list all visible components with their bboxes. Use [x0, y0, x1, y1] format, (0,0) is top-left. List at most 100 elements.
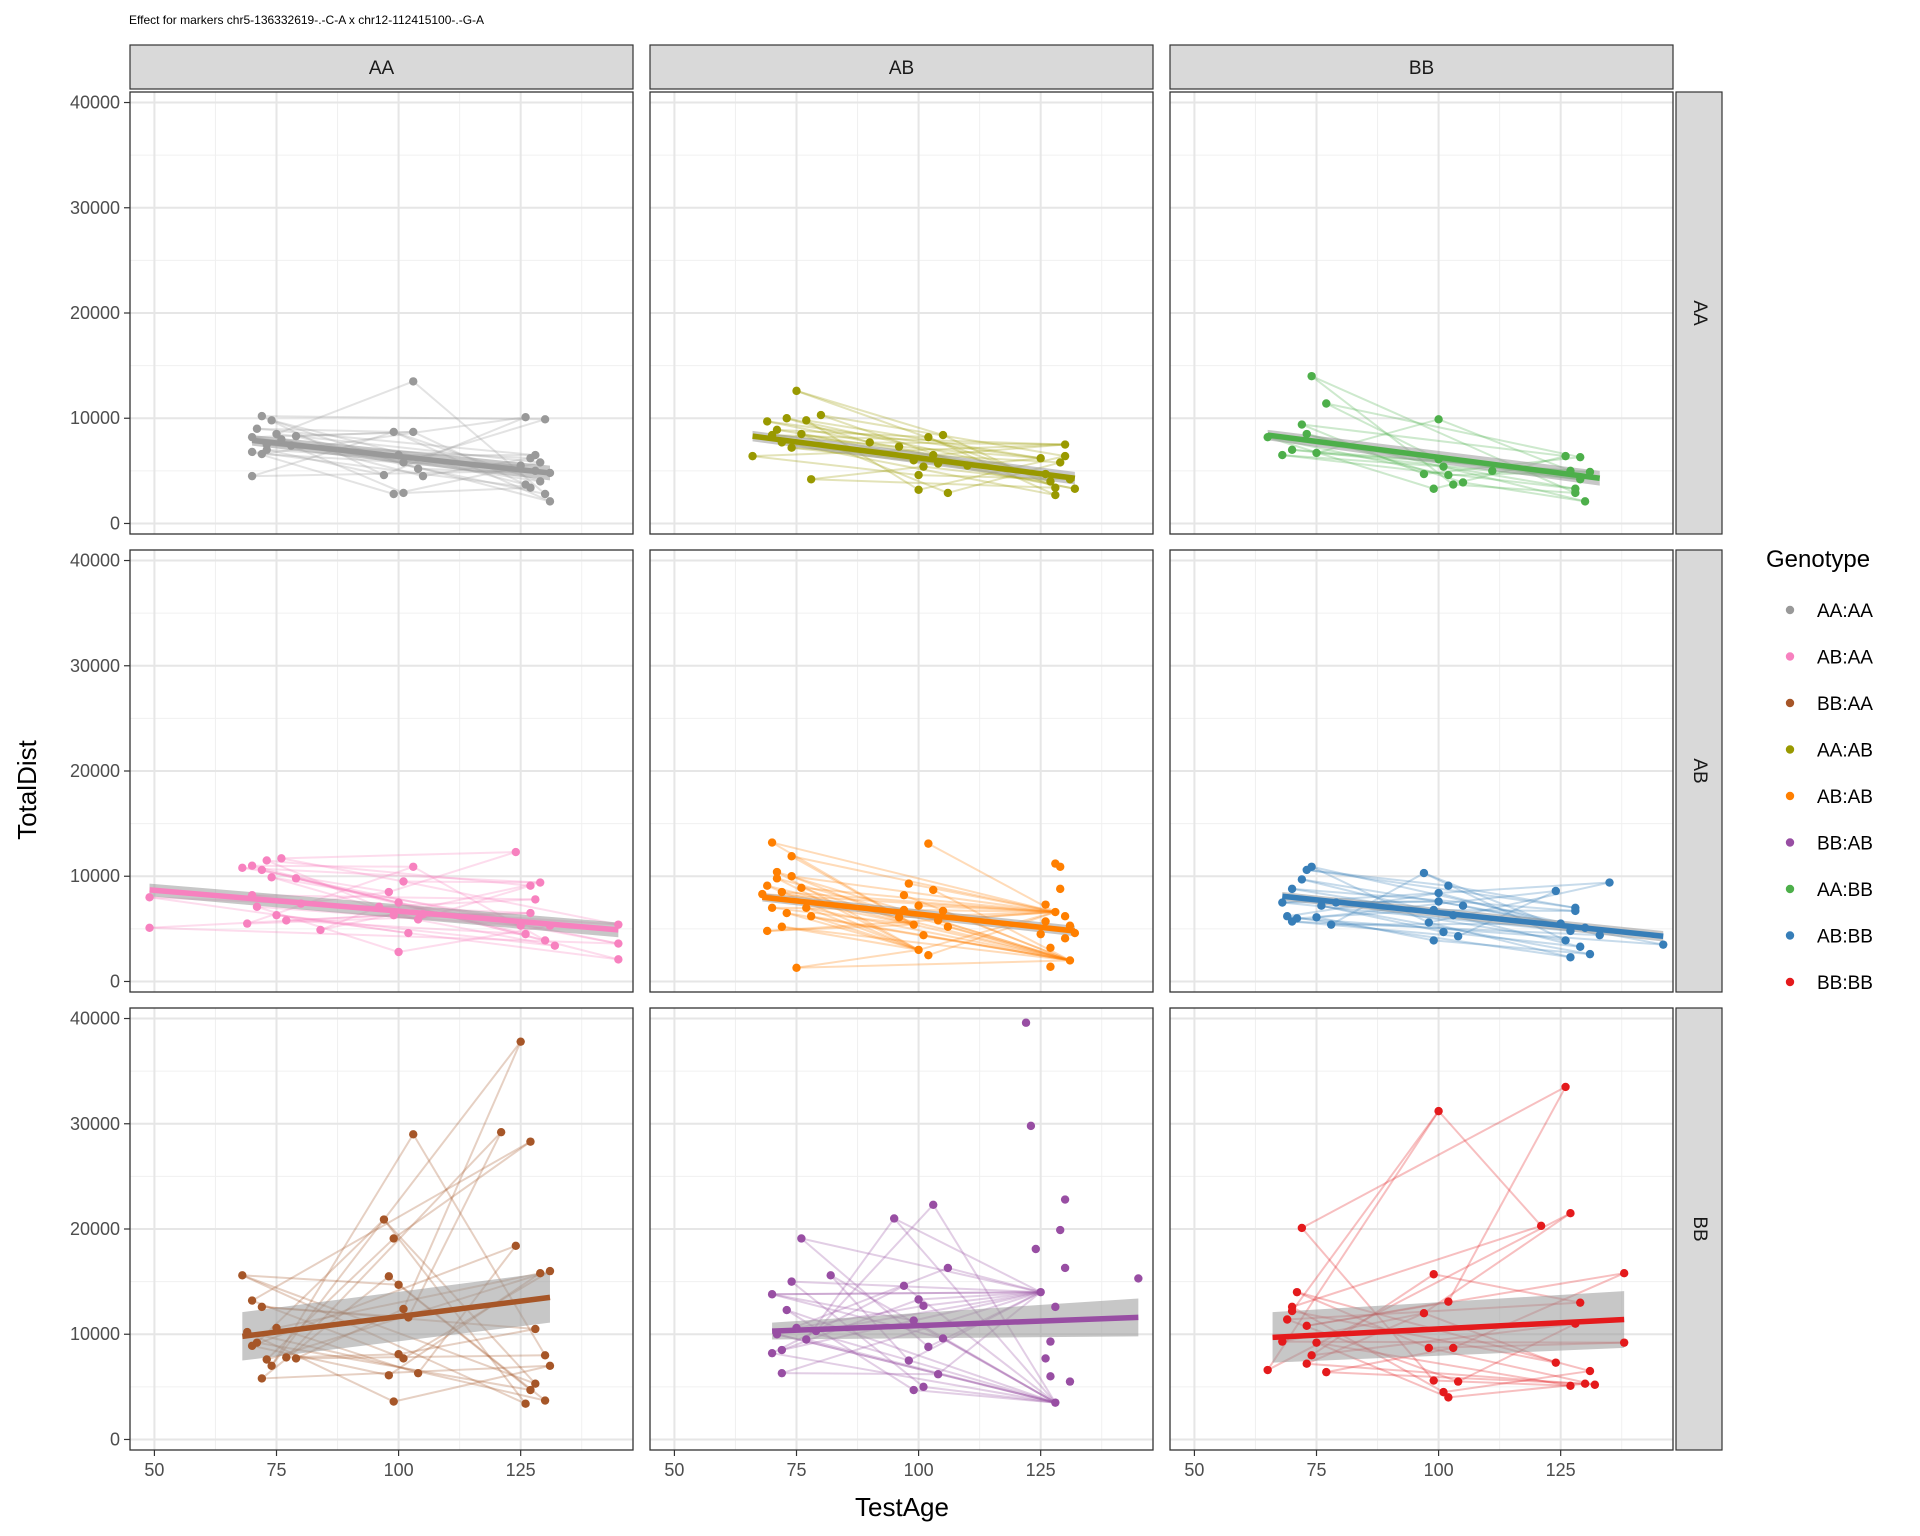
- data-point: [772, 874, 782, 883]
- legend-label: AB:AB: [1817, 787, 1873, 808]
- trajectory-line: [266, 448, 385, 477]
- data-point: [379, 1215, 389, 1224]
- trajectory-line: [149, 926, 619, 945]
- trajectory-line: [918, 904, 1056, 914]
- data-point: [889, 1214, 899, 1223]
- legend-label: AA:BB: [1817, 880, 1873, 901]
- trajectory-line: [752, 455, 919, 477]
- trajectory-line: [1301, 423, 1566, 458]
- trajectory-line: [320, 881, 541, 931]
- data-point: [1046, 1337, 1055, 1346]
- data-point: [296, 899, 306, 908]
- trajectory-line: [903, 894, 1071, 962]
- data-point: [826, 1271, 835, 1280]
- data-point: [389, 1234, 398, 1243]
- trajectory-line: [893, 1217, 1042, 1294]
- data-point: [614, 939, 623, 948]
- trajectory-line: [1428, 921, 1571, 959]
- data-point: [247, 890, 257, 900]
- data-point: [614, 920, 623, 929]
- panel-bb-ab: [649, 1007, 1154, 1451]
- data-point: [1576, 452, 1585, 462]
- row-strip-bb: [1675, 1007, 1723, 1451]
- data-point: [399, 1304, 408, 1314]
- legend-key: [1785, 977, 1795, 987]
- trajectory-line: [1462, 481, 1586, 503]
- legend-label: AA:AB: [1817, 741, 1873, 762]
- trajectory-line: [1311, 375, 1454, 486]
- trajectory-line: [388, 851, 517, 893]
- legend-items: AA:AA AB:AA BB:AA AA:AB AB:AB BB:AB AA:BB AB:BB…: [1785, 601, 1873, 994]
- legend-key: [1785, 884, 1795, 894]
- trajectory-line: [932, 1204, 1057, 1404]
- trajectory-line: [796, 959, 1071, 969]
- data-point: [1429, 1270, 1438, 1279]
- y-tick-label: 0: [110, 513, 120, 533]
- y-tick-label: 0: [110, 971, 120, 991]
- data-point: [531, 450, 540, 460]
- panel-border: [1169, 91, 1674, 535]
- trajectory-line: [261, 415, 546, 421]
- data-point: [929, 450, 938, 460]
- data-point: [516, 921, 525, 930]
- legend-key: [1785, 838, 1795, 847]
- data-point: [1458, 901, 1468, 910]
- data-point: [1312, 1338, 1321, 1347]
- data-point: [797, 883, 806, 893]
- data-point: [550, 941, 560, 950]
- data-point: [1551, 1358, 1560, 1367]
- data-point: [272, 1323, 281, 1333]
- chart-title: Effect for markers chr5-136332619-.-C-A …: [129, 13, 484, 27]
- data-point: [1065, 956, 1075, 965]
- data-point: [286, 441, 296, 450]
- data-point: [262, 856, 271, 865]
- data-point: [1424, 1343, 1434, 1353]
- data-point: [763, 881, 772, 890]
- trajectory-line: [1321, 904, 1444, 933]
- trajectory-line: [1311, 865, 1586, 929]
- data-point: [929, 1200, 938, 1209]
- data-point: [772, 425, 782, 435]
- data-point: [404, 928, 413, 938]
- y-axis-title: TotalDist: [12, 739, 42, 839]
- trajectory-line: [266, 859, 380, 908]
- data-point: [1060, 912, 1070, 921]
- trajectory-line: [942, 1337, 1056, 1404]
- data-point: [802, 416, 811, 425]
- data-point: [802, 1335, 811, 1344]
- trajectory-line: [913, 1389, 1056, 1404]
- data-point: [1287, 1306, 1297, 1316]
- data-point: [247, 861, 257, 870]
- data-point: [943, 488, 953, 498]
- data-point: [792, 1323, 801, 1333]
- trajectory-line: [403, 880, 619, 926]
- data-point: [521, 929, 530, 939]
- data-point: [404, 1313, 413, 1322]
- data-point: [516, 461, 525, 470]
- legend-label: BB:AB: [1817, 834, 1873, 855]
- data-point: [267, 1361, 276, 1371]
- data-point: [763, 926, 772, 936]
- trajectory-line: [927, 842, 1056, 913]
- y-tick-label: 10000: [70, 1324, 120, 1344]
- trajectory-line: [256, 427, 394, 433]
- trend-line: [771, 1314, 1139, 1334]
- data-point: [1021, 1018, 1031, 1027]
- data-point: [389, 910, 398, 920]
- data-point: [1571, 903, 1580, 913]
- trajectory-line: [771, 906, 914, 926]
- data-point: [545, 497, 555, 506]
- trajectory-line: [772, 1291, 1041, 1296]
- data-point: [540, 415, 550, 424]
- data-point: [409, 377, 418, 386]
- legend: Genotype AA:AAAB:AABB:AAAA:ABAB:ABBB:ABA…: [1766, 546, 1873, 994]
- trajectory-line: [923, 1385, 1056, 1404]
- data-point: [1444, 470, 1453, 480]
- data-point: [782, 1305, 791, 1315]
- trajectory-line: [398, 1327, 536, 1356]
- data-point: [919, 1301, 928, 1311]
- legend-key: [1785, 652, 1795, 661]
- data-point: [1571, 488, 1580, 498]
- data-point: [787, 443, 796, 452]
- data-point: [1419, 868, 1429, 878]
